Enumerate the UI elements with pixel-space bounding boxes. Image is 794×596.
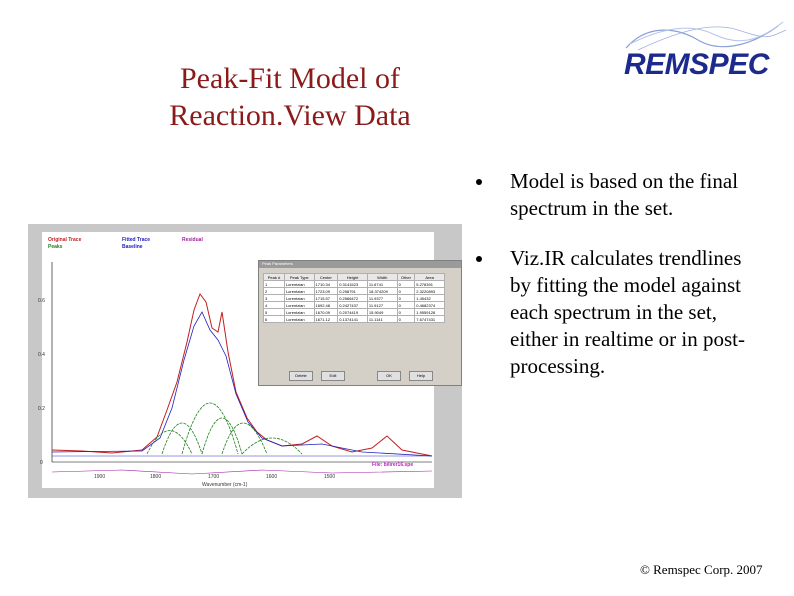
bullet-list: Model is based on the final spectrum in …: [476, 168, 766, 403]
bullet-text: Model is based on the final spectrum in …: [510, 169, 739, 220]
table-header: Peak Type: [283, 273, 315, 281]
table-header: Peak #: [263, 273, 285, 281]
spectrum-graph: [51, 262, 433, 475]
table-row[interactable]: 3 Lorentzian 1715.57 0.2566472 11.9377 0…: [263, 294, 445, 302]
table-header: Height: [337, 273, 368, 281]
copyright-footer: © Remspec Corp. 2007: [640, 562, 763, 577]
table-cell: 15.9049: [366, 308, 398, 316]
bullet-text: Viz.IR calculates trendlines by fitting …: [510, 246, 746, 378]
table-cell: 11.9377: [366, 294, 398, 302]
x-tick: 1800: [150, 474, 162, 480]
legend-peaks: Peaks: [48, 244, 63, 250]
table-header: Center: [313, 273, 339, 281]
table-cell: 2.3220893: [414, 287, 445, 295]
table-cell: 1: [263, 280, 285, 288]
table-header-row: Peak # Peak Type Center Height Width Oth…: [263, 273, 445, 281]
bullet-dot-icon: [476, 179, 482, 185]
x-tick: 1900: [94, 474, 106, 480]
table-cell: 0.1374141: [337, 315, 368, 323]
help-button[interactable]: Help: [409, 371, 433, 381]
table-cell: 0.2074419: [337, 308, 368, 316]
x-tick: 1500: [324, 474, 336, 480]
table-row[interactable]: 1 Lorentzian 1710.34 0.3141523 11.6741 0…: [263, 280, 445, 288]
x-tick: 1700: [208, 474, 220, 480]
table-cell: 0: [396, 294, 416, 302]
table-cell: 3: [263, 294, 285, 302]
table-row[interactable]: 2 Lorentzian 1723.09 0.258791 18.374209 …: [263, 287, 445, 295]
edit-button[interactable]: Edit: [321, 371, 345, 381]
table-cell: 0.2427437: [337, 301, 368, 309]
table-cell: 1.9559128: [414, 308, 445, 316]
logo-text: REMSPEC: [624, 48, 769, 81]
slide-title-line1: Peak-Fit Model of: [180, 62, 400, 95]
table-header: Other: [396, 273, 416, 281]
table-cell: 0: [396, 308, 416, 316]
table-cell: Lorentzian: [283, 287, 315, 295]
table-cell: Lorentzian: [283, 294, 315, 302]
table-cell: Lorentzian: [283, 308, 315, 316]
table-row[interactable]: 4 Lorentzian 1692.48 0.2427437 11.9127 0…: [263, 301, 445, 309]
table-cell: 0: [396, 280, 416, 288]
file-label: File: bilirer16.spe: [372, 462, 414, 468]
table-cell: 0: [396, 287, 416, 295]
table-cell: 1670.09: [313, 308, 339, 316]
x-tick: 1600: [266, 474, 278, 480]
table-cell: 1671.12: [313, 315, 339, 323]
software-screenshot: Original Trace Fitted Trace Residual Pea…: [28, 224, 462, 498]
table-header: Width: [366, 273, 398, 281]
table-cell: 0.3141523: [337, 280, 368, 288]
dialog-title: Peak Parameters: [259, 261, 461, 268]
table-cell: 1715.57: [313, 294, 339, 302]
table-cell: 0.2566472: [337, 294, 368, 302]
legend-original: Original Trace: [48, 237, 82, 243]
peak-parameters-dialog: Peak Parameters Peak # Peak Type Center …: [258, 260, 462, 386]
slide-title: Peak-Fit Model of Reaction.View Data: [140, 60, 440, 134]
table-cell: 0.4682374: [414, 301, 445, 309]
table-cell: Lorentzian: [283, 301, 315, 309]
table-cell: 11.9127: [366, 301, 398, 309]
table-cell: 1.45432: [414, 294, 445, 302]
legend-residual: Residual: [182, 237, 203, 243]
y-tick: 0: [40, 460, 43, 466]
bullet-item: Model is based on the final spectrum in …: [476, 168, 766, 222]
slide-title-line2: Reaction.View Data: [169, 99, 411, 132]
x-axis-label: Wavenumber (cm-1): [202, 482, 248, 488]
delete-button[interactable]: Delete: [289, 371, 313, 381]
bullet-dot-icon: [476, 256, 482, 262]
table-cell: Lorentzian: [283, 315, 315, 323]
table-cell: Lorentzian: [283, 280, 315, 288]
table-cell: 4: [263, 301, 285, 309]
table-cell: 1723.09: [313, 287, 339, 295]
table-cell: 5: [263, 308, 285, 316]
y-tick: 0.4: [38, 352, 45, 358]
table-cell: 0: [396, 315, 416, 323]
table-cell: 11.1141: [366, 315, 398, 323]
table-cell: 5.278391: [414, 280, 445, 288]
table-row[interactable]: 6 Lorentzian 1671.12 0.1374141 11.1141 0…: [263, 315, 445, 323]
legend-baseline: Baseline: [122, 244, 143, 250]
table-cell: 0: [396, 301, 416, 309]
table-cell: 11.6741: [366, 280, 398, 288]
bullet-item: Viz.IR calculates trendlines by fitting …: [476, 245, 766, 380]
y-tick: 0.6: [38, 298, 45, 304]
y-tick: 0.2: [38, 406, 45, 412]
table-cell: 1710.34: [313, 280, 339, 288]
logo-swirl-icon: [625, 21, 787, 51]
remspec-logo: REMSPEC: [618, 18, 788, 84]
table-cell: 2: [263, 287, 285, 295]
table-cell: 1692.48: [313, 301, 339, 309]
ok-button[interactable]: OK: [377, 371, 401, 381]
table-header: Area: [414, 273, 445, 281]
table-row[interactable]: 5 Lorentzian 1670.09 0.2074419 15.9049 0…: [263, 308, 445, 316]
table-cell: 18.374209: [366, 287, 398, 295]
legend-fitted: Fitted Trace: [122, 237, 151, 243]
peak-table: Peak # Peak Type Center Height Width Oth…: [263, 273, 445, 323]
table-cell: 6: [263, 315, 285, 323]
table-cell: 0.258791: [337, 287, 368, 295]
table-cell: 7.6747431: [414, 315, 445, 323]
